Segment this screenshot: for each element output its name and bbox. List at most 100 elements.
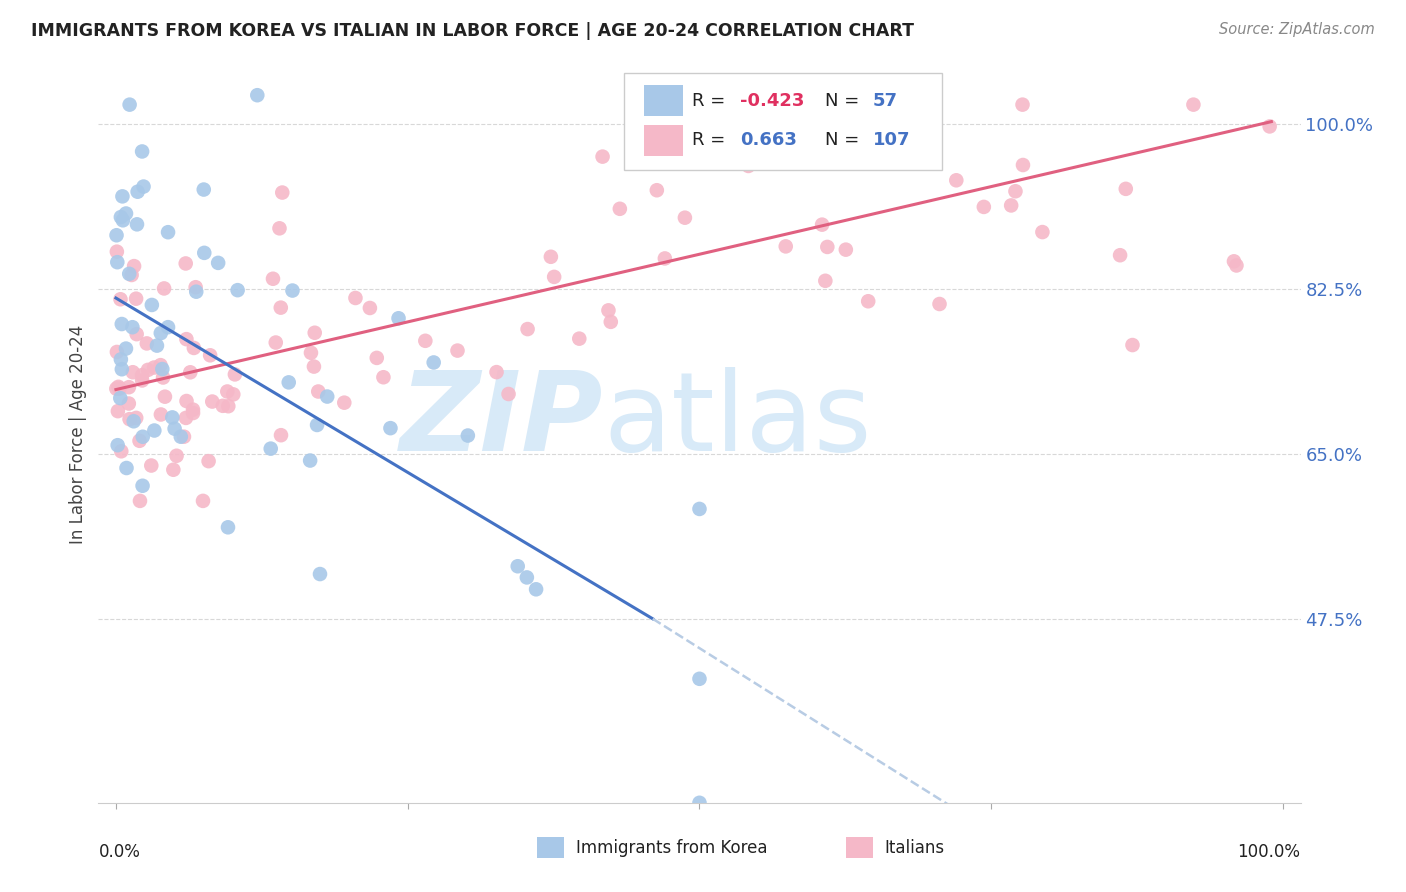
Point [157, 225, 180, 239]
Point [316, 390, 339, 404]
Point [299, 453, 322, 467]
Point [143, 424, 166, 438]
Bar [846, 838, 873, 858]
Point [1223, 254, 1246, 268]
Point [973, 200, 995, 214]
Point [181, 406, 204, 420]
Point [105, 345, 128, 359]
Point [135, 336, 157, 351]
Point [141, 458, 163, 473]
Point [1011, 97, 1033, 112]
Point [115, 461, 138, 475]
Point [174, 411, 197, 425]
Point [198, 348, 221, 362]
Point [121, 268, 143, 282]
Point [304, 326, 326, 340]
Point [149, 326, 172, 340]
Point [157, 320, 180, 334]
Point [110, 293, 132, 307]
Point [516, 570, 538, 584]
Point [815, 240, 838, 254]
Point [422, 355, 444, 369]
Point [1031, 225, 1053, 239]
Text: -0.423: -0.423 [741, 92, 804, 110]
Point [689, 796, 711, 810]
Point [118, 267, 141, 281]
Point [211, 399, 233, 413]
Point [1182, 97, 1205, 112]
Point [118, 396, 141, 410]
Text: 57: 57 [873, 92, 897, 110]
Point [197, 454, 219, 468]
Point [118, 97, 141, 112]
Point [485, 365, 508, 379]
Point [207, 256, 229, 270]
Text: Italians: Italians [884, 838, 945, 856]
Point [671, 101, 693, 115]
Point [108, 382, 131, 396]
Point [1004, 184, 1026, 198]
Point [1109, 248, 1132, 262]
Point [122, 259, 145, 273]
Text: 0.0%: 0.0% [98, 843, 141, 862]
Text: R =: R = [692, 92, 731, 110]
Point [928, 297, 950, 311]
Bar [644, 86, 683, 116]
Point [747, 141, 769, 155]
Point [277, 376, 299, 390]
Point [373, 370, 395, 384]
Point [366, 351, 388, 365]
Point [222, 387, 245, 401]
Point [110, 391, 132, 405]
Point [132, 179, 155, 194]
Point [110, 352, 132, 367]
Point [269, 221, 291, 235]
Point [387, 311, 409, 326]
Point [191, 494, 214, 508]
Text: Immigrants from Korea: Immigrants from Korea [575, 838, 768, 856]
Point [110, 444, 132, 458]
Point [645, 183, 668, 197]
Point [125, 410, 148, 425]
Point [111, 362, 134, 376]
Point [811, 218, 834, 232]
Point [107, 380, 129, 394]
Point [835, 243, 858, 257]
Point [121, 365, 143, 379]
Point [105, 228, 128, 243]
Text: Source: ZipAtlas.com: Source: ZipAtlas.com [1219, 22, 1375, 37]
Point [302, 359, 325, 374]
Point [271, 186, 294, 200]
Text: 0.663: 0.663 [741, 131, 797, 150]
Point [152, 370, 174, 384]
Point [224, 368, 246, 382]
Text: R =: R = [692, 131, 731, 150]
Point [568, 332, 591, 346]
Point [136, 363, 159, 377]
Point [105, 382, 128, 396]
Point [105, 255, 128, 269]
Bar [537, 838, 564, 858]
Text: 107: 107 [873, 131, 910, 150]
Point [516, 322, 538, 336]
Point [149, 408, 172, 422]
Point [125, 327, 148, 342]
Point [299, 345, 322, 359]
Point [1115, 182, 1137, 196]
Point [132, 430, 155, 444]
Point [217, 399, 239, 413]
Point [122, 414, 145, 428]
Point [121, 320, 143, 334]
Point [814, 274, 837, 288]
Point [107, 438, 129, 452]
Point [166, 449, 188, 463]
Point [141, 298, 163, 312]
Point [598, 303, 620, 318]
Point [105, 244, 128, 259]
Point [246, 88, 269, 103]
Point [115, 342, 138, 356]
Text: N =: N = [824, 131, 859, 150]
Point [127, 185, 149, 199]
Point [186, 285, 208, 299]
Point [181, 402, 204, 417]
